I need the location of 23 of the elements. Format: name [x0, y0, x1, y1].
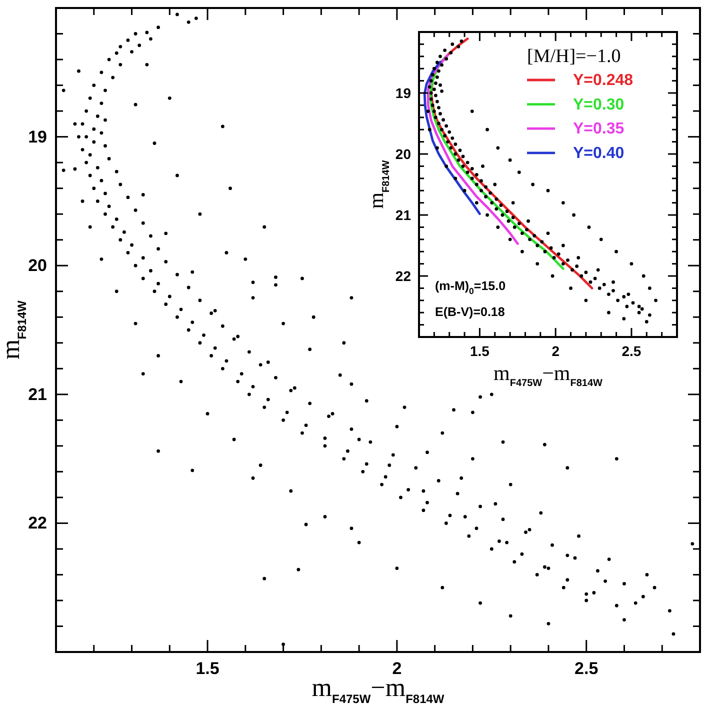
x-tick-label: 1.5 [470, 343, 490, 359]
legend-label: Y=0.30 [573, 96, 624, 113]
line-series [423, 60, 481, 215]
y-tick-label: 21 [395, 207, 412, 223]
x-axis-title: m$_{F475W}$−m$_{F814W}$ [494, 361, 604, 389]
y-tick-label: 20 [395, 146, 412, 162]
annotation: E(B-V)=0.18 [435, 305, 505, 319]
line-series [426, 54, 519, 245]
x-tick-label: 1.5 [196, 659, 220, 678]
y-tick-label: 22 [395, 268, 412, 284]
x-tick-label: 2.5 [574, 659, 598, 678]
legend-label: Y=0.35 [573, 120, 624, 138]
x-tick-label: 2.5 [622, 343, 642, 359]
x-tick-label: 2 [552, 343, 560, 359]
y-tick-label: 19 [28, 127, 47, 146]
legend-title: [M/H]=−1.0 [527, 46, 621, 67]
legend-label: Y=0.40 [573, 144, 624, 162]
y-tick-label: 20 [28, 256, 47, 276]
y-tick-label: 19 [395, 85, 412, 101]
y-tick-label: 21 [28, 384, 47, 404]
annotation: (m-M)$_{0}$=15.0 [435, 279, 506, 296]
y-tick-label: 22 [28, 514, 47, 533]
legend-label: Y=0.248 [573, 72, 634, 88]
